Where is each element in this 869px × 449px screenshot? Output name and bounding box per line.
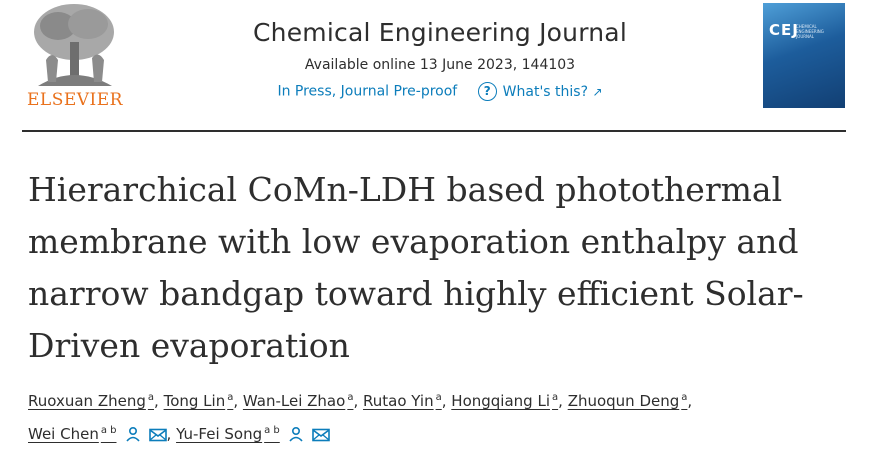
author-item: Wei Chen a b, [28,425,171,443]
affiliation-marker: a [147,392,155,403]
author-list: Ruoxuan Zheng a, Tong Lin a, Wan-Lei Zhao a… [28,383,858,449]
author-separator: , [353,392,359,410]
cover-brand: CEJ [769,21,799,39]
author-name: Hongqiang Li [451,392,550,410]
author-name-link[interactable]: Zhuoqun Deng a [568,392,688,410]
elsevier-wordmark: ELSEVIER [27,90,123,110]
affiliation-marker: a b [264,425,280,436]
author-name-link[interactable]: Yu-Fei Song a b [176,425,280,443]
envelope-icon[interactable] [311,428,330,442]
author-separator: , [154,392,159,410]
elsevier-tree-logo-icon [28,2,120,88]
author-name-link[interactable]: Rutao Yin a [363,392,442,410]
journal-title-link[interactable]: Chemical Engineering Journal [253,18,627,47]
author-name-link[interactable]: Wei Chen a b [28,425,117,443]
author-name: Tong Lin [163,392,226,410]
author-name: Wei Chen [28,425,99,443]
availability-date: Available online 13 June 2023, 144103 [304,57,576,73]
article-title: Hierarchical CoMn-LDH based photothermal… [28,164,858,372]
person-icon[interactable] [125,426,141,442]
external-link-icon: ↗ [592,84,603,99]
author-separator: , [166,425,172,443]
author-name-link[interactable]: Hongqiang Li a [451,392,558,410]
author-item: Ruoxuan Zheng a, [28,392,159,410]
author-item: Tong Lin a, [164,392,239,410]
title-line: Driven evaporation [28,326,350,365]
author-item: Hongqiang Li a, [451,392,563,410]
author-separator: , [687,392,693,410]
affiliation-marker: a [347,392,354,403]
title-line: membrane with low evaporation enthalpy a… [28,222,799,261]
author-name-link[interactable]: Tong Lin a [164,392,234,410]
author-item: Yu-Fei Song a b [176,425,330,443]
affiliation-marker: a [551,392,559,403]
whats-this-label: What's this? [502,83,589,100]
affiliation-marker: a [435,392,442,403]
journal-header: Chemical Engineering Journal Available o… [200,18,680,101]
header-divider [22,130,846,132]
author-name: Zhuoqun Deng [567,392,680,410]
author-name: Ruoxuan Zheng [28,392,146,410]
affiliation-marker: a b [100,425,117,436]
whats-this-link[interactable]: What's this? ↗ [503,84,603,100]
author-item: Zhuoqun Deng a, [568,392,693,410]
author-name-link[interactable]: Ruoxuan Zheng a [28,392,154,410]
envelope-icon[interactable] [148,428,167,442]
author-name: Wan-Lei Zhao [242,392,346,410]
elsevier-logo[interactable]: ELSEVIER [22,2,128,110]
title-line: Hierarchical CoMn-LDH based photothermal [28,170,783,209]
in-press-link[interactable]: In Press, Journal Pre-proof [277,83,458,100]
author-separator: , [233,392,239,410]
cover-subtitle: CHEMICAL ENGINEERING JOURNAL [796,24,824,39]
journal-cover-image[interactable]: CEJ CHEMICAL ENGINEERING JOURNAL [763,3,845,108]
title-line: narrow bandgap toward highly efficient S… [28,274,804,313]
author-separator: , [558,392,563,410]
affiliation-marker: a [227,392,234,403]
author-name: Rutao Yin [363,392,434,410]
author-item: Wan-Lei Zhao a, [243,392,358,410]
author-name: Yu-Fei Song [176,425,263,443]
status-row: In Press, Journal Pre-proof ? What's this… [200,82,680,101]
question-circle-icon[interactable]: ? [477,82,497,101]
author-item: Rutao Yin a, [363,392,447,410]
affiliation-marker: a [681,392,688,403]
author-name-link[interactable]: Wan-Lei Zhao a [243,392,354,410]
person-icon[interactable] [288,426,304,442]
author-separator: , [441,392,447,410]
